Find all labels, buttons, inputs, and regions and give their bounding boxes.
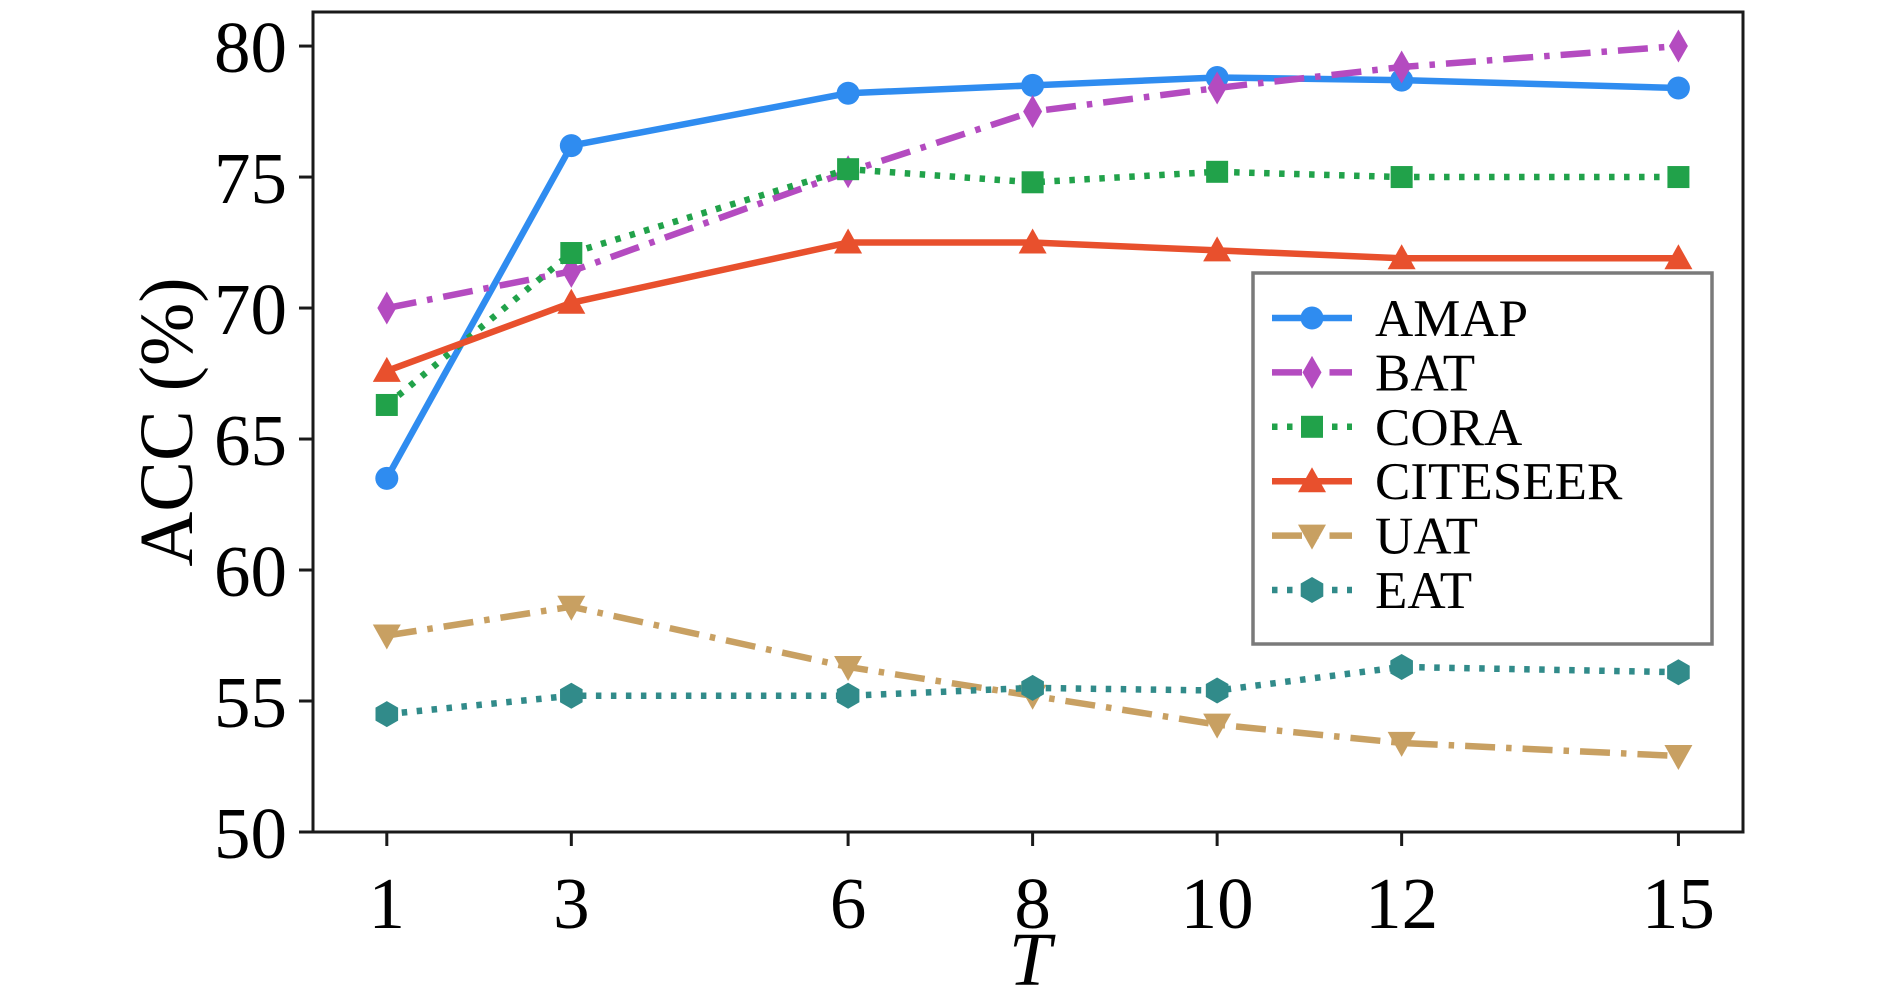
data-point-UAT-T6 — [834, 655, 863, 681]
series-EAT — [375, 653, 1690, 728]
data-point-CITESEER-T1 — [372, 356, 401, 382]
y-tick-label: 65 — [214, 400, 287, 481]
legend-marker-EAT — [1300, 577, 1324, 603]
x-tick-label: 10 — [1181, 863, 1254, 944]
data-point-CORA-T1 — [375, 393, 398, 416]
data-point-EAT-T6 — [836, 682, 860, 709]
data-point-BAT-T8 — [1023, 95, 1043, 129]
x-tick-label: 3 — [553, 863, 590, 944]
data-point-CITESEER-T3 — [557, 288, 586, 314]
data-point-EAT-T12 — [1390, 653, 1413, 680]
legend-marker-UAT — [1298, 524, 1326, 550]
data-point-UAT-T3 — [557, 595, 586, 621]
legend-entry-CORA: CORA — [1272, 399, 1522, 457]
data-point-BAT-T12 — [1392, 50, 1412, 84]
legend-entry-UAT: UAT — [1272, 508, 1478, 566]
data-point-BAT-T1 — [377, 291, 397, 325]
data-point-CITESEER-T6 — [834, 228, 863, 254]
legend-label-CITESEER: CITESEER — [1375, 453, 1623, 511]
plot-area: 50 55 60 65 70 75 80 1 3 6 8 10 12 15 — [214, 7, 1745, 944]
legend-marker-AMAP — [1300, 306, 1324, 330]
legend-marker-CORA — [1301, 415, 1323, 438]
data-point-CITESEER-T8 — [1018, 228, 1047, 254]
legend-entry-EAT: EAT — [1272, 562, 1472, 620]
x-tick-label: 12 — [1365, 863, 1438, 944]
y-tick-label: 70 — [214, 269, 287, 350]
data-point-UAT-T15 — [1664, 745, 1693, 771]
data-point-EAT-T10 — [1205, 677, 1229, 704]
data-point-BAT-T10 — [1207, 71, 1227, 105]
data-point-CORA-T10 — [1206, 160, 1229, 183]
x-tick-label: 8 — [1014, 863, 1051, 944]
data-point-CORA-T15 — [1667, 166, 1690, 189]
legend-label-BAT: BAT — [1375, 344, 1475, 402]
data-point-CITESEER-T12 — [1387, 244, 1416, 270]
x-tick-label: 6 — [830, 863, 867, 944]
data-point-AMAP-T6 — [836, 81, 860, 105]
y-tick-label: 80 — [214, 7, 287, 88]
data-point-EAT-T1 — [375, 701, 399, 728]
x-tick-label: 1 — [369, 863, 406, 944]
legend-marker-BAT — [1302, 355, 1322, 389]
data-point-AMAP-T3 — [559, 134, 583, 158]
data-point-EAT-T8 — [1021, 674, 1044, 701]
plot-border — [311, 10, 1745, 834]
legend-entry-AMAP: AMAP — [1272, 290, 1528, 348]
data-point-AMAP-T15 — [1666, 76, 1690, 100]
legend-label-EAT: EAT — [1375, 562, 1472, 620]
data-point-UAT-T10 — [1203, 713, 1232, 739]
legend-label-AMAP: AMAP — [1375, 290, 1528, 348]
series-CORA — [375, 158, 1690, 416]
data-point-UAT-T1 — [372, 624, 401, 650]
data-point-CORA-T12 — [1390, 166, 1413, 189]
legend-marker-CITESEER — [1298, 467, 1326, 493]
data-point-BAT-T15 — [1668, 29, 1688, 63]
data-point-CORA-T6 — [837, 158, 860, 181]
data-point-CORA-T3 — [560, 242, 583, 265]
data-point-CORA-T8 — [1021, 171, 1044, 194]
legend-label-UAT: UAT — [1375, 508, 1478, 566]
y-tick-label: 55 — [214, 662, 287, 743]
series-CITESEER — [372, 228, 1693, 382]
data-point-EAT-T3 — [560, 682, 583, 709]
data-point-UAT-T12 — [1387, 731, 1416, 757]
y-tick-label: 50 — [214, 793, 287, 874]
legend-entry-BAT: BAT — [1272, 344, 1475, 402]
y-tick-label: 75 — [214, 138, 287, 219]
data-point-CITESEER-T10 — [1203, 236, 1232, 262]
data-point-AMAP-T8 — [1021, 73, 1045, 97]
data-point-AMAP-T1 — [375, 466, 399, 490]
legend-label-CORA: CORA — [1375, 399, 1522, 457]
x-tick-label: 15 — [1642, 863, 1715, 944]
legend-entry-CITESEER: CITESEER — [1272, 453, 1623, 511]
data-point-CITESEER-T15 — [1664, 244, 1693, 270]
y-tick-label: 60 — [214, 531, 287, 612]
y-axis-label: ACC (%) — [125, 277, 209, 566]
data-point-EAT-T15 — [1667, 659, 1690, 686]
x-axis-label: T — [1009, 918, 1056, 997]
legend-box — [1251, 271, 1714, 646]
